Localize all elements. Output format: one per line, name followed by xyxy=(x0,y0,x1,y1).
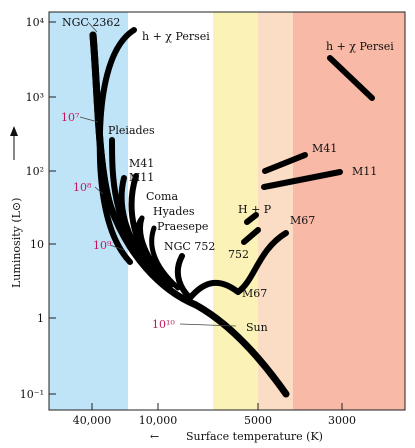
color-band xyxy=(258,12,293,410)
cluster-label-n752_giant: 752 xyxy=(228,248,249,261)
praesepe-curve xyxy=(149,225,181,291)
cluster-label-pleiades: Pleiades xyxy=(108,124,155,137)
temperature-color-bands xyxy=(49,12,405,410)
age-label-a9: 10⁹ xyxy=(93,239,112,252)
y-tick-label: 10⁻¹ xyxy=(20,388,44,401)
m67-curve xyxy=(187,230,289,301)
x-tick-label: 5000 xyxy=(244,414,272,427)
y-tick-label: 10³ xyxy=(26,91,44,104)
color-band xyxy=(213,12,258,410)
cluster-label-m41: M41 xyxy=(129,157,154,170)
x-tick-label: 10,000 xyxy=(139,414,178,427)
hchi-persei-curve xyxy=(96,27,137,265)
y-tick-label: 10⁴ xyxy=(26,16,45,29)
age-leader-1e10 xyxy=(179,323,237,327)
cluster-label-m11: M11 xyxy=(129,171,154,184)
label-leader-lines xyxy=(79,21,237,327)
cluster-label-praesepe: Praesepe xyxy=(157,220,208,233)
cluster-labels: NGC 2362 h + χ Persei h + χ Persei Pleiades… xyxy=(62,16,394,334)
cluster-label-m41_giant: M41 xyxy=(312,142,337,155)
m41-giant-curve xyxy=(262,152,308,174)
hp-giant-curve xyxy=(244,212,259,225)
y-tick-label: 1 xyxy=(37,312,44,325)
x-tick-label: 40,000 xyxy=(73,414,112,427)
cluster-curves xyxy=(89,27,375,398)
color-band xyxy=(128,12,213,410)
cluster-label-hchi: h + χ Persei xyxy=(142,30,210,43)
axis-ticks: 10⁻¹ 1 10 10² 10³ 10⁴ 40,000 10,000 5000 3000 xyxy=(20,16,356,427)
cluster-label-ngc752: NGC 752 xyxy=(164,240,215,253)
age-leader-1e8 xyxy=(94,186,104,195)
cluster-label-hyades: Hyades xyxy=(153,205,195,218)
y-tick-label: 10 xyxy=(30,238,44,251)
color-band xyxy=(293,12,405,410)
cluster-label-m11_giant: M11 xyxy=(352,165,377,178)
cluster-label-m67_giant: M67 xyxy=(290,214,315,227)
m11-giant-curve xyxy=(261,169,343,190)
age-label-a8: 10⁸ xyxy=(73,181,92,194)
x-axis-label: Surface temperature (K) xyxy=(186,430,323,443)
age-leader-1e9 xyxy=(109,244,125,251)
cluster-label-sun: Sun xyxy=(246,321,268,334)
x-axis-arrow: ← xyxy=(150,430,159,443)
cluster-label-hchi_giant: h + χ Persei xyxy=(326,40,394,53)
y-tick-label: 10² xyxy=(26,165,44,178)
x-tick-label: 3000 xyxy=(328,414,356,427)
cluster-label-m67: M67 xyxy=(242,287,267,300)
n752-giant-curve xyxy=(241,227,261,245)
age-label-a10: 10¹⁰ xyxy=(152,318,175,331)
age-label-a7: 10⁷ xyxy=(61,111,80,124)
age-labels: 10⁷ 10⁸ 10⁹ 10¹⁰ xyxy=(61,111,175,331)
cluster-label-hp: H + P xyxy=(238,203,272,216)
hchi-giant-curve xyxy=(327,55,375,101)
cluster-label-ngc2362: NGC 2362 xyxy=(62,16,120,29)
ngc2362-leader xyxy=(87,21,98,33)
age-leader-1e7 xyxy=(79,116,99,123)
y-axis-arrowhead xyxy=(10,126,18,136)
y-axis-label: Luminosity (L⊙) xyxy=(10,198,23,288)
cluster-label-coma: Coma xyxy=(146,190,178,203)
plot-frame xyxy=(48,11,406,411)
